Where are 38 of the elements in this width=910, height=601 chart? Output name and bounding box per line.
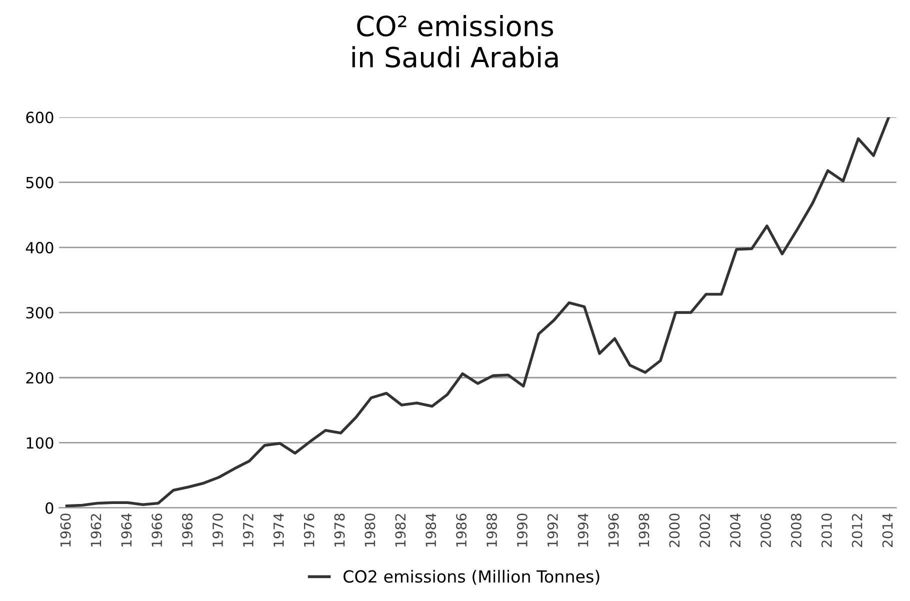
y-tick-label: 300 — [26, 306, 54, 319]
x-tick-label: 1992 — [547, 514, 558, 547]
x-tick-label: 1988 — [486, 514, 497, 547]
x-tick-label: 1998 — [638, 514, 650, 547]
x-tick-label: 2010 — [821, 514, 832, 548]
x-tick-label: 2014 — [882, 513, 893, 548]
x-tick-label: 2000 — [669, 514, 680, 548]
y-tick-label: 0 — [46, 502, 54, 514]
x-tick-label: 1996 — [608, 514, 619, 547]
y-tick-label: 100 — [26, 437, 54, 449]
x-tick-label: 1980 — [364, 514, 376, 547]
y-tick-label: 600 — [26, 112, 54, 124]
y-tick-label: 500 — [26, 176, 54, 188]
chart-title: CO² emissions in Saudi Arabia — [352, 15, 558, 68]
x-tick-label: 1978 — [334, 514, 345, 547]
x-tick-label: 1972 — [242, 514, 254, 547]
x-tick-label: 1968 — [182, 514, 193, 547]
x-tick-label: 1970 — [212, 514, 224, 547]
x-tick-label: 2006 — [760, 514, 771, 548]
x-tick-label: 1982 — [395, 514, 406, 547]
x-tick-label: 1974 — [273, 513, 284, 547]
x-tick-label: 2002 — [700, 514, 710, 548]
y-tick-label: 400 — [26, 242, 54, 254]
x-tick-label: 1966 — [152, 514, 162, 547]
x-tick-label: 1960 — [60, 514, 71, 547]
x-tick-label: 1984 — [426, 513, 436, 547]
x-tick-label: 2008 — [790, 514, 802, 548]
x-tick-label: 1986 — [456, 514, 467, 547]
x-tick-label: 2004 — [730, 513, 741, 548]
x-tick-label: 1962 — [90, 514, 102, 547]
x-tick-label: 1976 — [304, 514, 314, 547]
y-tick-label: 200 — [26, 372, 54, 384]
line-series — [65, 117, 890, 508]
x-tick-label: 1964 — [121, 513, 132, 547]
legend-label: CO2 emissions (Million Tonnes) — [344, 570, 600, 585]
x-tick-label: 1990 — [516, 514, 528, 547]
x-tick-label: 1994 — [578, 513, 588, 547]
x-tick-label: 2012 — [852, 514, 862, 548]
